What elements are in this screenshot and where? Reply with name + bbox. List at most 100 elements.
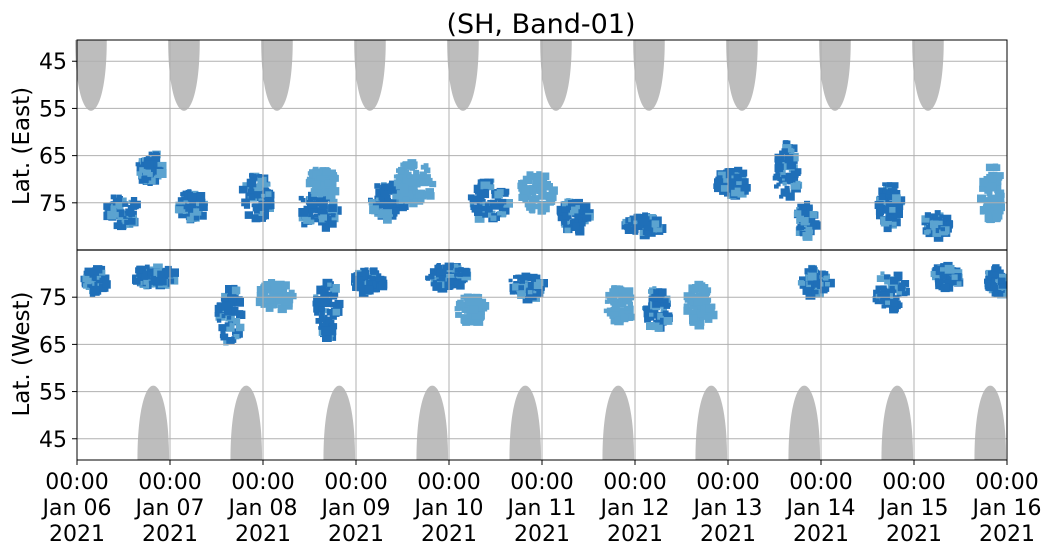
blob-cell xyxy=(774,158,779,163)
blob-cell xyxy=(646,322,655,330)
blob-cell xyxy=(924,230,930,235)
blob-cell xyxy=(309,214,315,219)
blob-cell xyxy=(878,187,887,195)
blob-cell xyxy=(313,304,323,313)
blob-cell xyxy=(258,197,264,202)
blob-cell xyxy=(944,276,954,285)
blob-cell xyxy=(107,210,117,220)
blob-cell xyxy=(527,282,537,291)
blob-cell xyxy=(405,178,416,188)
blob-cell xyxy=(940,267,945,272)
blob-cell xyxy=(933,274,940,280)
blob-cell xyxy=(992,163,999,169)
blob-cell xyxy=(137,268,143,274)
blob-cell xyxy=(301,221,308,228)
blob-cell xyxy=(986,164,993,169)
blob-cell xyxy=(385,200,394,208)
blob-cell xyxy=(624,224,631,231)
blob-cell xyxy=(490,215,497,221)
blob-cell xyxy=(465,297,475,306)
blob-cell xyxy=(521,272,531,281)
blob-cell xyxy=(412,189,418,195)
blob-cell xyxy=(110,205,117,211)
blob-cell xyxy=(657,312,665,320)
blob-cell xyxy=(533,281,542,289)
blob-east-8 xyxy=(467,178,513,223)
blob-cell xyxy=(984,211,992,218)
blob-cell xyxy=(571,199,577,204)
blob-cell xyxy=(790,180,801,190)
blob-cell xyxy=(396,190,402,195)
blob-cell xyxy=(785,154,794,162)
blob-cell xyxy=(720,185,729,192)
blob-cell xyxy=(332,308,341,316)
blob-cell xyxy=(930,271,938,278)
x-tick-time: 00:00 xyxy=(975,470,1038,495)
blob-cell xyxy=(950,279,957,285)
blob-cell xyxy=(473,317,484,326)
x-tick-time: 00:00 xyxy=(789,470,852,495)
blob-cell xyxy=(298,195,304,201)
blob-cell xyxy=(87,283,93,288)
blob-cell xyxy=(809,223,817,230)
blob-cell xyxy=(878,193,886,201)
blob-cell xyxy=(562,211,572,220)
y-tick-label-east: 65 xyxy=(39,145,67,170)
blob-cell xyxy=(992,272,999,278)
blob-cell xyxy=(687,299,694,306)
blob-cell xyxy=(113,222,122,230)
blob-cell xyxy=(472,298,483,308)
blob-cell xyxy=(169,268,179,277)
blob-cell xyxy=(263,195,268,200)
night-region-west-3 xyxy=(416,385,449,460)
blob-cell xyxy=(122,201,129,207)
blob-cell xyxy=(557,208,565,216)
blob-cell xyxy=(395,204,402,210)
blob-cell xyxy=(518,186,524,192)
blob-cell xyxy=(570,202,576,207)
blob-cell xyxy=(936,211,941,216)
blob-cell xyxy=(522,294,533,304)
blob-cell xyxy=(688,311,696,318)
blob-cell xyxy=(403,161,408,166)
blob-cell xyxy=(891,182,899,189)
blob-cell xyxy=(990,269,996,274)
night-region-east-3 xyxy=(354,40,386,111)
blob-cell xyxy=(876,212,884,220)
blob-cell xyxy=(322,190,328,196)
blob-cell xyxy=(328,204,337,212)
blob-cell xyxy=(324,179,332,187)
blob-cell xyxy=(377,209,388,219)
night-regions xyxy=(75,40,1007,460)
blob-cell xyxy=(487,184,495,191)
blob-cell xyxy=(458,267,464,272)
blob-cell xyxy=(462,307,469,313)
blob-cell xyxy=(888,214,894,219)
night-region-west-6 xyxy=(695,385,728,460)
blob-cell xyxy=(224,310,230,316)
blob-cell xyxy=(624,305,634,315)
blob-cell xyxy=(692,296,703,306)
blob-east-0 xyxy=(103,194,141,231)
blob-cell xyxy=(521,187,530,195)
blob-cell xyxy=(700,306,709,313)
blob-cell xyxy=(321,326,331,336)
blob-cell xyxy=(699,299,708,307)
night-region-east-8 xyxy=(819,40,851,111)
blob-cell xyxy=(109,201,115,206)
blob-cell xyxy=(892,194,901,203)
blob-cell xyxy=(881,304,887,309)
blob-cell xyxy=(652,313,658,319)
blob-east-15 xyxy=(874,182,906,233)
blob-cell xyxy=(411,185,418,191)
chart-title: (SH, Band-01) xyxy=(446,9,635,40)
blob-cell xyxy=(624,227,633,234)
blob-cell xyxy=(402,196,410,203)
y-tick-label-east: 55 xyxy=(39,97,67,122)
blob-cell xyxy=(322,168,331,176)
blob-cell xyxy=(526,172,532,177)
blob-cell xyxy=(326,291,333,298)
blob-cell xyxy=(522,175,533,185)
blob-cell xyxy=(518,285,524,291)
x-tick-year: 2021 xyxy=(421,522,477,547)
